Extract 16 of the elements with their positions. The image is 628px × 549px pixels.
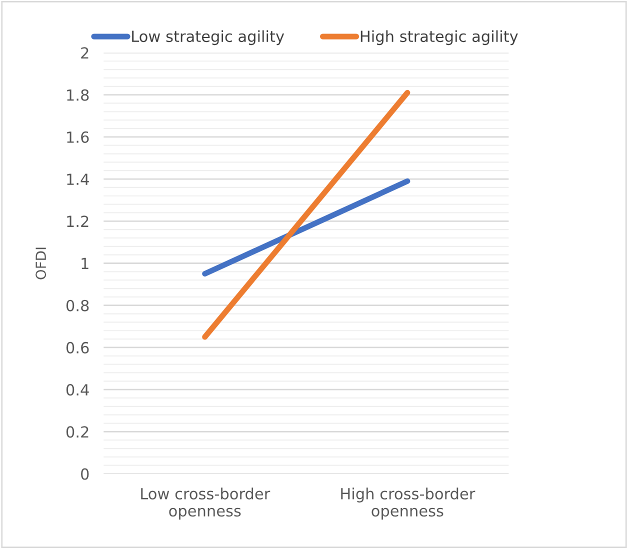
y-tick-label: 0.2 bbox=[66, 426, 88, 438]
y-tick-label: 2 bbox=[81, 47, 88, 59]
y-tick-label: 1.6 bbox=[67, 131, 89, 143]
y-tick-label: 0.8 bbox=[66, 300, 89, 312]
y-tick-label: 1 bbox=[82, 258, 88, 270]
y-tick-label: 0.6 bbox=[66, 342, 89, 354]
y-axis-title: OFDI bbox=[36, 248, 46, 280]
y-tick-label: 1.2 bbox=[67, 216, 88, 227]
y-tick-label: 1.8 bbox=[67, 89, 89, 101]
x-tick-label: High cross-border openness bbox=[341, 488, 476, 520]
x-tick-label: Low cross-border openness bbox=[141, 488, 270, 520]
legend-label: Low strategic agility bbox=[132, 30, 284, 46]
y-tick-label: 0 bbox=[81, 468, 89, 480]
legend-label: High strategic agility bbox=[360, 30, 518, 46]
y-tick-label: 1.4 bbox=[67, 174, 89, 185]
y-tick-label: 0.4 bbox=[66, 384, 89, 396]
